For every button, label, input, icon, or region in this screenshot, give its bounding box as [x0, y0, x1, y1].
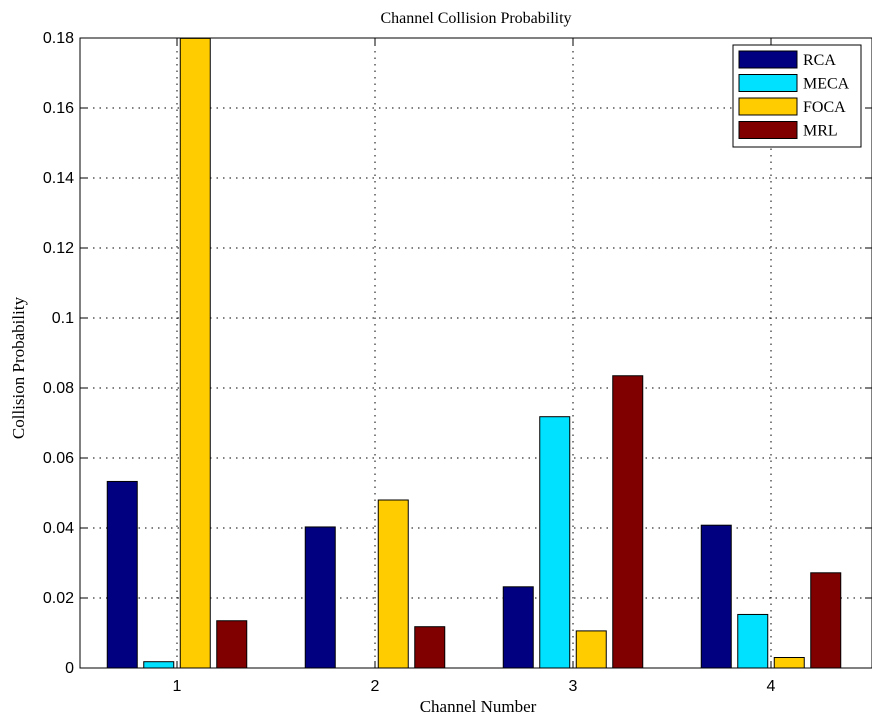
- bar-mrl-channel-1: [216, 620, 248, 669]
- plot-frame: [79, 37, 872, 669]
- x-tick-label: 3: [569, 678, 578, 695]
- bar-foca-channel-2: [377, 499, 409, 669]
- bar-meca-channel-3: [539, 416, 571, 669]
- bars: [106, 37, 842, 669]
- y-tick-label: 0.04: [43, 520, 74, 537]
- bar-foca-channel-3: [575, 630, 607, 669]
- legend: RCA MECA FOCA MRL: [732, 44, 862, 148]
- legend-swatch-foca: [738, 97, 798, 116]
- legend-label-mrl: MRL: [803, 123, 838, 140]
- legend-label-rca: RCA: [803, 52, 836, 69]
- bar-rca-channel-1: [106, 480, 138, 669]
- y-tick-label: 0: [65, 660, 74, 677]
- bar-foca-channel-1: [179, 37, 211, 669]
- axis-ticks: 0 0.02 0.04 0.06 0.08 0.1 0.12 0.14 0.16 0.18 1 2 3 4: [43, 30, 872, 695]
- legend-label-meca: MECA: [803, 76, 850, 93]
- y-tick-label: 0.16: [43, 100, 74, 117]
- y-tick-label: 0.18: [43, 30, 74, 47]
- x-tick-label: 1: [173, 678, 182, 695]
- x-axis-label: Channel Number: [420, 697, 537, 716]
- y-tick-label: 0.1: [52, 310, 74, 327]
- y-tick-label: 0.02: [43, 590, 74, 607]
- x-tick-label: 2: [371, 678, 380, 695]
- y-tick-label: 0.14: [43, 170, 74, 187]
- bar-meca-channel-1: [143, 661, 175, 669]
- y-tick-label: 0.06: [43, 450, 74, 467]
- legend-swatch-mrl: [738, 121, 798, 139]
- bar-mrl-channel-3: [612, 375, 644, 669]
- bar-mrl-channel-4: [810, 572, 842, 669]
- x-tick-label: 4: [767, 678, 776, 695]
- bar-foca-channel-4: [773, 657, 805, 669]
- legend-label-foca: FOCA: [803, 99, 846, 116]
- bar-meca-channel-4: [737, 613, 769, 669]
- y-axis-label: Collision Probability: [9, 296, 28, 439]
- chart-title: Channel Collision Probability: [380, 10, 571, 27]
- y-tick-label: 0.12: [43, 240, 74, 257]
- y-tick-label: 0.08: [43, 380, 74, 397]
- bar-rca-channel-3: [502, 586, 534, 669]
- legend-swatch-meca: [738, 74, 798, 92]
- legend-swatch-rca: [738, 50, 798, 69]
- bar-rca-channel-2: [304, 526, 336, 669]
- bar-rca-channel-4: [700, 524, 732, 669]
- bar-mrl-channel-2: [414, 626, 446, 669]
